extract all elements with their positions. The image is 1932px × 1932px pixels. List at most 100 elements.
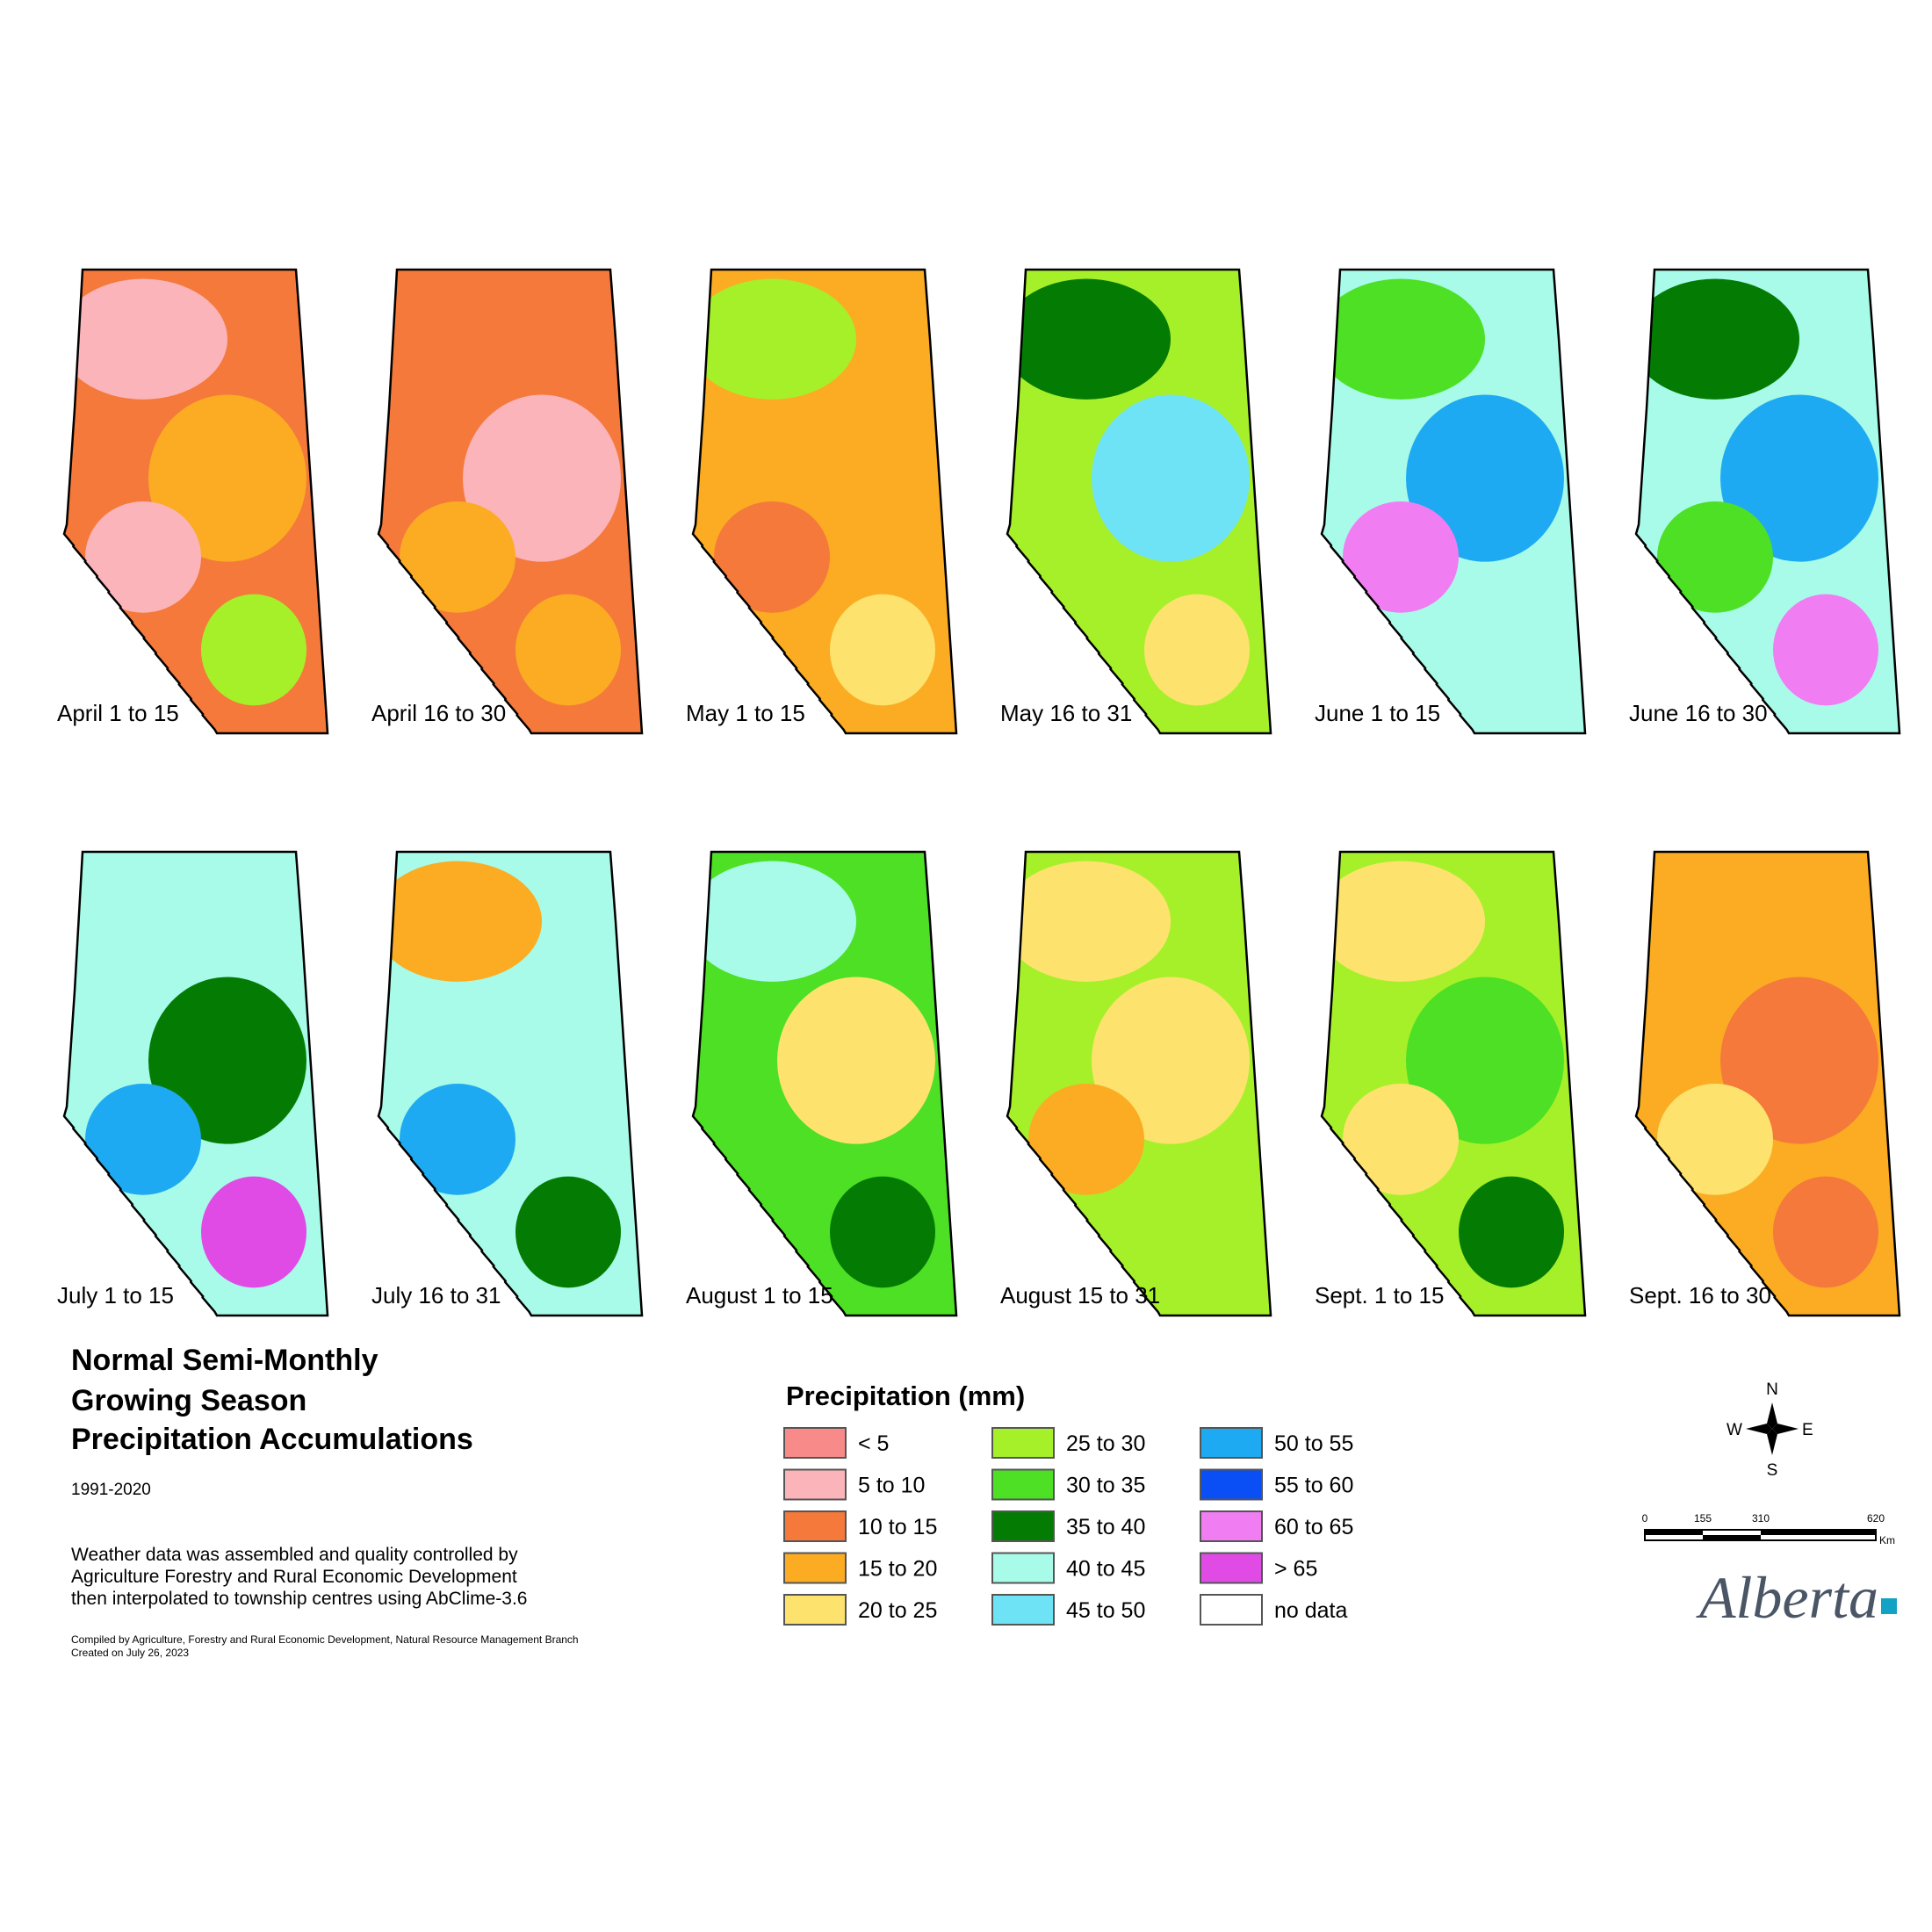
legend-label: 40 to 45 [1066,1557,1145,1582]
scale-segment [1645,1530,1703,1535]
map-region [85,1084,201,1195]
map-region [148,977,306,1144]
map-region [1092,394,1250,562]
panel-label: April 1 to 15 [57,700,179,726]
legend-swatch [991,1510,1055,1542]
legend-swatch [991,1427,1055,1459]
map-panel [378,852,642,1316]
legend-label: < 5 [858,1431,889,1456]
map-panel [1322,852,1585,1316]
compass-s: S [1767,1461,1778,1480]
map-region [1144,594,1250,706]
legend-swatch [783,1594,847,1626]
legend-label: 45 to 50 [1066,1598,1145,1623]
legend-swatch [783,1552,847,1584]
map-region [1007,278,1171,400]
logo-mark [1881,1598,1897,1614]
note: Weather data was assembled and quality c… [71,1545,518,1565]
province-outline [1006,268,1272,735]
province-outline [691,268,958,735]
map-region [515,1176,621,1288]
legend-label: 35 to 40 [1066,1515,1145,1539]
compass-arrow [1767,1429,1777,1455]
panel-label: Sept. 1 to 15 [1315,1282,1444,1308]
map-region [830,594,935,706]
legend-label: 25 to 30 [1066,1431,1145,1456]
title: Normal Semi-Monthly [71,1344,378,1377]
map-region [463,394,621,562]
legend-swatch [783,1468,847,1501]
province-outline [62,850,329,1317]
map-region [400,501,515,613]
map-panel [1007,852,1271,1316]
map-region [1459,1176,1564,1288]
panel-label: August 15 to 31 [1000,1282,1160,1308]
map-region [1773,1176,1878,1288]
province-outline [1634,850,1901,1317]
scale-label: 155 [1694,1512,1712,1525]
panel-label: June 16 to 30 [1629,700,1768,726]
legend-swatch [991,1552,1055,1584]
map-region [201,1176,306,1288]
compass-arrow [1772,1424,1799,1434]
legend-label: 30 to 35 [1066,1474,1145,1498]
legend-swatch [1200,1427,1263,1459]
panels: April 1 to 15 April 16 to 30 May 1 to 15 Ma… [57,268,1901,1317]
province-outline [1320,268,1587,735]
scale-label: 0 [1642,1512,1648,1525]
map-region [64,278,227,400]
province-outline [1006,850,1272,1317]
panel-label: Sept. 16 to 30 [1629,1282,1771,1308]
compass-arrow [1746,1424,1772,1434]
panel-label: July 1 to 15 [57,1282,174,1308]
legend-label: no data [1274,1598,1348,1623]
province-outline [377,268,644,735]
map-region [1343,1084,1459,1195]
map-region [1406,977,1564,1144]
legend-label: 20 to 25 [858,1598,937,1623]
map-region [400,1084,515,1195]
map-region [378,861,542,982]
map-region [85,501,201,613]
legend-label: 50 to 55 [1274,1431,1353,1456]
map-region [515,594,621,706]
map-panel [1007,270,1271,733]
map-region [1773,594,1878,706]
legend-label: 5 to 10 [858,1474,925,1498]
map-panel [1636,270,1900,733]
credit: Created on July 26, 2023 [71,1647,189,1659]
map-region [1092,977,1250,1144]
map-region [1343,501,1459,613]
map-region [1322,861,1485,982]
legend-label: > 65 [1274,1557,1317,1582]
legend-title: Precipitation (mm) [786,1381,1025,1411]
panel-label: May 16 to 31 [1000,700,1132,726]
note: then interpolated to township centres us… [71,1589,527,1609]
map-region [1322,278,1485,400]
map-panel [64,852,328,1316]
legend-swatch [783,1427,847,1459]
map-region [148,394,306,562]
map-region [1657,1084,1773,1195]
legend-label: 60 to 65 [1274,1515,1353,1539]
map-region [1657,501,1773,613]
map-region [1720,977,1878,1144]
panel-label: May 1 to 15 [686,700,805,726]
credit: Compiled by Agriculture, Forestry and Ru… [71,1633,579,1646]
panel-label: April 16 to 30 [371,700,506,726]
compass-e: E [1802,1421,1813,1439]
map-region [1007,861,1171,982]
map-region [777,977,935,1144]
legend-label: 55 to 60 [1274,1474,1353,1498]
scale-segment [1761,1530,1876,1535]
province-outline [691,850,958,1317]
map-region [201,594,306,706]
legend-swatch [1200,1468,1263,1501]
scale-segment [1703,1535,1761,1540]
scale-bar: 0 155 310 620 Km [1642,1512,1895,1546]
map-panel [64,270,328,733]
map-panel [693,852,956,1316]
scale-label: 620 [1867,1512,1885,1525]
scale-unit: Km [1879,1534,1895,1546]
